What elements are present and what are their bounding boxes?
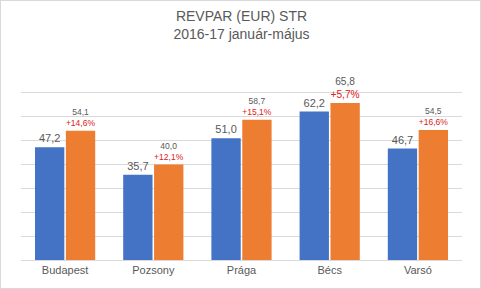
svg-text:Pozsony: Pozsony — [132, 264, 175, 276]
svg-text:40,0+12,1%: 40,0+12,1% — [154, 141, 184, 162]
svg-text:Varsó: Varsó — [404, 264, 432, 276]
svg-text:65,8+5,7%: 65,8+5,7% — [330, 76, 359, 100]
svg-text:51,0: 51,0 — [215, 123, 236, 135]
svg-text:58,7+15,1%: 58,7+15,1% — [242, 96, 272, 117]
svg-text:Prága: Prága — [227, 264, 257, 276]
svg-text:REVPAR (EUR) STR2016-17 január: REVPAR (EUR) STR2016-17 január-május — [173, 8, 309, 42]
svg-text:46,7: 46,7 — [392, 134, 413, 146]
svg-text:35,7: 35,7 — [127, 160, 148, 172]
svg-text:47,2: 47,2 — [39, 132, 60, 144]
svg-text:62,2: 62,2 — [304, 97, 325, 109]
svg-text:54,5+16,6%: 54,5+16,6% — [419, 106, 449, 127]
svg-text:Bécs: Bécs — [317, 264, 342, 276]
svg-text:54,1+14,6%: 54,1+14,6% — [66, 107, 96, 128]
svg-text:Budapest: Budapest — [42, 264, 88, 276]
